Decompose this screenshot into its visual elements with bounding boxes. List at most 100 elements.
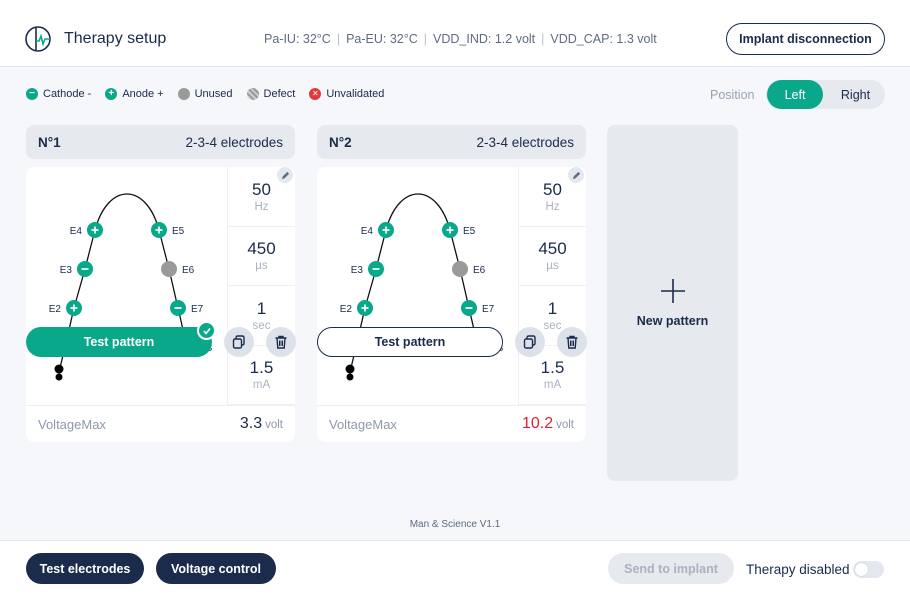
trash-icon [275, 335, 287, 349]
test-electrodes-button[interactable]: Test electrodes [26, 553, 144, 584]
param-value: 450 [538, 239, 567, 259]
status-pa-iu: Pa-IU: 32°C [264, 32, 331, 46]
electrode-label: E5 [463, 226, 476, 237]
electrode-e7[interactable]: E7 [170, 300, 204, 316]
electrode-e2[interactable]: E2 [49, 300, 82, 316]
new-pattern-button[interactable]: New pattern [607, 125, 738, 481]
pattern-header: N°1 2-3-4 electrodes [26, 125, 295, 159]
test-pattern-button[interactable]: Test pattern [317, 327, 503, 357]
electrode-e6[interactable]: E6 [452, 261, 486, 277]
param-amplitude[interactable]: 1.5 mA [518, 345, 586, 405]
electrode-label: E3 [60, 265, 73, 276]
send-to-implant-button[interactable]: Send to implant [608, 553, 734, 584]
status-pa-eu: Pa-EU: 32°C [346, 32, 418, 46]
app-version: Man & Science V1.1 [409, 519, 501, 530]
lead-connector [345, 364, 355, 374]
param-value: 1.5 [540, 358, 565, 378]
pattern-card-2: N°2 2-3-4 electrodes E1E2E3E4E5E6E7E8 50… [317, 125, 586, 442]
voltage-max-label: VoltageMax [38, 416, 106, 432]
param-unit: µs [255, 260, 268, 273]
param-value: 450 [247, 239, 276, 259]
duplicate-button[interactable] [224, 327, 254, 357]
voltage-max-unit: volt [556, 419, 574, 431]
electrode-legend: − Cathode - + Anode + Unused Defect ✕ Un… [26, 88, 384, 100]
pattern-electrodes-label: 2-3-4 electrodes [476, 134, 574, 150]
voltage-max-unit: volt [265, 419, 283, 431]
param-unit: Hz [545, 200, 560, 213]
legend-unvalidated-label: Unvalidated [326, 88, 385, 100]
param-frequency[interactable]: 50 Hz [518, 167, 586, 227]
therapy-status-label: Therapy disabled [746, 562, 850, 577]
page-title: Therapy setup [64, 30, 167, 47]
app-logo-icon [25, 26, 51, 52]
electrode-e4[interactable]: E4 [70, 222, 103, 238]
position-left-button[interactable]: Left [767, 80, 823, 109]
electrode-diagram: E1E2E3E4E5E6E7E8 [331, 193, 504, 381]
param-pulse-width[interactable]: 450 µs [227, 226, 295, 286]
param-unit: mA [543, 379, 562, 392]
therapy-toggle[interactable] [853, 561, 884, 578]
param-duration[interactable]: 1 sec [518, 286, 586, 346]
legend-unvalidated: ✕ Unvalidated [309, 88, 384, 100]
param-value: 50 [543, 179, 562, 199]
voltage-max-row: VoltageMax 3.3 volt [26, 405, 295, 442]
pattern-params: 50 Hz 450 µs 1 sec 1.5 mA [518, 167, 586, 405]
electrode-e2[interactable]: E2 [340, 300, 373, 316]
pattern-1-actions: Test pattern [26, 321, 296, 357]
electrode-label: E5 [172, 226, 185, 237]
param-pulse-width[interactable]: 450 µs [518, 226, 586, 286]
legend-anode: + Anode + [105, 88, 164, 100]
param-unit: sec [252, 319, 271, 332]
param-value: 1 [547, 298, 558, 318]
status-vdd-cap: VDD_CAP: 1.3 volt [550, 32, 657, 46]
duplicate-button[interactable] [515, 327, 545, 357]
check-icon [197, 321, 216, 340]
electrode-label: E6 [473, 265, 486, 276]
test-pattern-button[interactable]: Test pattern [26, 327, 212, 357]
delete-button[interactable] [557, 327, 587, 357]
electrode-e5[interactable]: E5 [442, 222, 476, 238]
param-amplitude[interactable]: 1.5 mA [227, 345, 295, 405]
pattern-electrodes-label: 2-3-4 electrodes [185, 134, 283, 150]
electrode-label: E7 [191, 304, 204, 315]
legend-anode-label: Anode + [122, 88, 164, 100]
voltage-max-label: VoltageMax [329, 416, 397, 432]
pattern-2-actions: Test pattern [317, 327, 587, 357]
param-duration[interactable]: 1 sec [227, 286, 295, 346]
pattern-body: E1E2E3E4E5E6E7E8 50 Hz 450 µs 1 sec 1.5 … [26, 167, 295, 442]
pencil-icon[interactable] [568, 167, 584, 183]
minus-icon: − [26, 88, 38, 100]
param-value: 1 [256, 298, 267, 318]
bottom-bar: Test electrodes Voltage control Send to … [0, 540, 910, 597]
electrode-e6[interactable]: E6 [161, 261, 195, 277]
electrode-label: E2 [49, 304, 62, 315]
delete-button[interactable] [266, 327, 296, 357]
electrode-e5[interactable]: E5 [151, 222, 185, 238]
electrode-e3[interactable]: E3 [60, 261, 93, 277]
pattern-card-1: N°1 2-3-4 electrodes E1E2E3E4E5E6E7E8 50… [26, 125, 295, 442]
plus-icon [660, 279, 685, 303]
implant-disconnection-button[interactable]: Implant disconnection [726, 23, 885, 55]
param-frequency[interactable]: 50 Hz [227, 167, 295, 227]
voltage-control-button[interactable]: Voltage control [156, 553, 276, 584]
toggle-knob [855, 563, 868, 576]
voltage-max-row: VoltageMax 10.2 volt [317, 405, 586, 442]
close-icon: ✕ [309, 88, 322, 100]
param-value: 1.5 [249, 358, 274, 378]
status-vdd-ind: VDD_IND: 1.2 volt [433, 32, 536, 46]
electrode-e4[interactable]: E4 [361, 222, 394, 238]
lead-arc [385, 193, 451, 231]
position-toggle: Left Right [766, 80, 885, 109]
legend-defect: Defect [246, 88, 296, 100]
trash-icon [566, 335, 578, 349]
position-right-button[interactable]: Right [840, 87, 871, 102]
param-unit: sec [543, 319, 562, 332]
pencil-icon[interactable] [277, 167, 293, 183]
legend-cathode: − Cathode - [26, 88, 91, 100]
header-bar: Therapy setup Pa-IU: 32°C | Pa-EU: 32°C … [0, 0, 910, 67]
electrode-e3[interactable]: E3 [351, 261, 384, 277]
pattern-body: E1E2E3E4E5E6E7E8 50 Hz 450 µs 1 sec 1.5 … [317, 167, 586, 442]
legend-defect-label: Defect [263, 88, 296, 100]
lead-connector [346, 373, 354, 381]
electrode-e7[interactable]: E7 [461, 300, 495, 316]
